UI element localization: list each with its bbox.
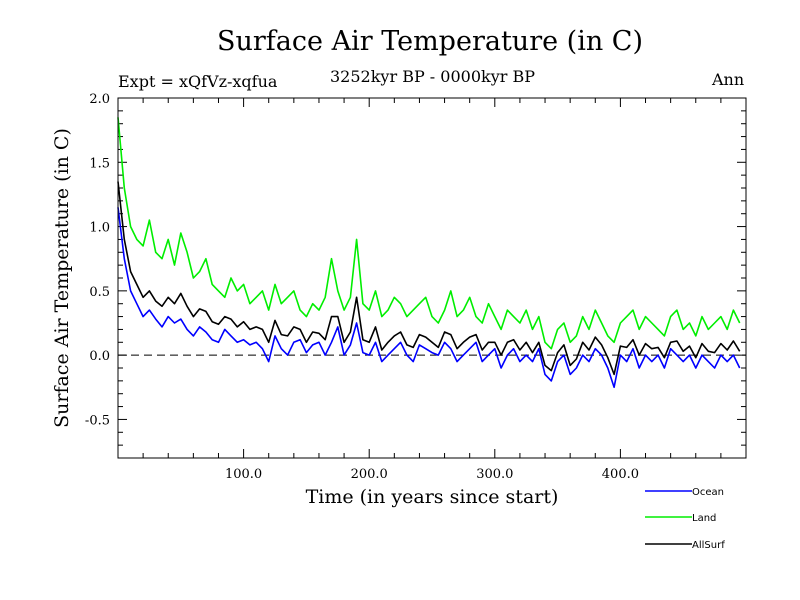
ticks-group	[118, 98, 746, 458]
y-tick-label: 1.5	[89, 156, 110, 171]
experiment-label: Expt = xQfVz-xqfua	[118, 72, 278, 91]
y-tick-label: -0.5	[85, 413, 110, 428]
x-tick-label: 300.0	[476, 467, 513, 482]
tick-labels-group: 100.0 200.0 300.0 400.0 -0.5 0.0 0.5 1.0 1.5 2.0	[85, 92, 639, 482]
series-line-allsurf	[117, 181, 741, 376]
legend-label-allsurf: AllSurf	[692, 540, 725, 551]
x-tick-label: 200.0	[351, 467, 388, 482]
legend-label-ocean: Ocean	[692, 487, 724, 498]
chart-title: Surface Air Temperature (in C)	[217, 26, 643, 57]
series-line-ocean	[117, 207, 741, 389]
y-tick-label: 0.0	[89, 349, 110, 364]
legend-label-land: Land	[692, 513, 716, 524]
y-tick-label: 1.0	[89, 221, 110, 236]
season-label: Ann	[712, 70, 745, 89]
series-group	[117, 117, 741, 389]
y-tick-label: 0.5	[89, 285, 110, 300]
y-tick-label: 2.0	[89, 92, 110, 107]
period-label: 3252kyr BP - 0000kyr BP	[330, 67, 535, 86]
legend: Ocean Land AllSurf	[645, 487, 725, 551]
y-axis-title: Surface Air Temperature (in C)	[51, 128, 73, 428]
x-tick-label: 100.0	[225, 467, 262, 482]
plot-frame	[117, 97, 747, 459]
series-line-land	[117, 117, 741, 350]
x-axis-title: Time (in years since start)	[306, 486, 559, 508]
x-tick-label: 400.0	[602, 467, 639, 482]
